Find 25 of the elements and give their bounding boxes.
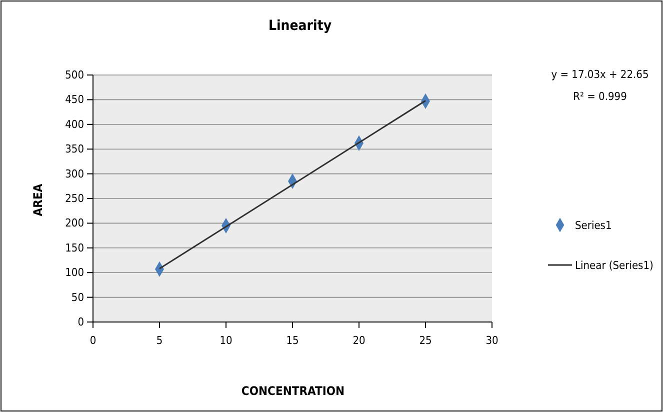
x-tick-label: 10 [220,334,232,348]
y-tick-label: 450 [65,93,84,106]
x-tick-label: 0 [90,334,96,348]
y-tick-label: 50 [71,290,84,304]
x-tick-label: 20 [352,334,366,348]
legend-label: Linear (Series1) [575,258,654,272]
y-tick-label: 0 [78,316,84,329]
y-tick-label: 150 [65,241,84,254]
y-tick-label: 300 [65,167,84,180]
chart-title: Linearity [268,18,332,34]
x-tick-label: 30 [486,334,498,348]
y-tick-label: 400 [65,118,84,131]
y-tick-label: 100 [65,266,84,280]
y-tick-label: 500 [65,68,84,82]
text: R² = 0.999 [573,90,627,103]
x-tick-label: 25 [419,334,432,348]
x-tick-label: 15 [286,334,299,348]
y-tick-label: 350 [65,142,84,156]
x-axis-title: CONCENTRATION [241,384,345,398]
x-tick-label: 5 [156,334,163,348]
y-tick-label: 200 [65,216,84,230]
text: y = 17.03x + 22.65 [551,68,649,81]
y-axis-title: AREA [31,183,45,216]
legend-label: Series1 [575,218,612,232]
y-tick-label: 250 [65,192,84,206]
